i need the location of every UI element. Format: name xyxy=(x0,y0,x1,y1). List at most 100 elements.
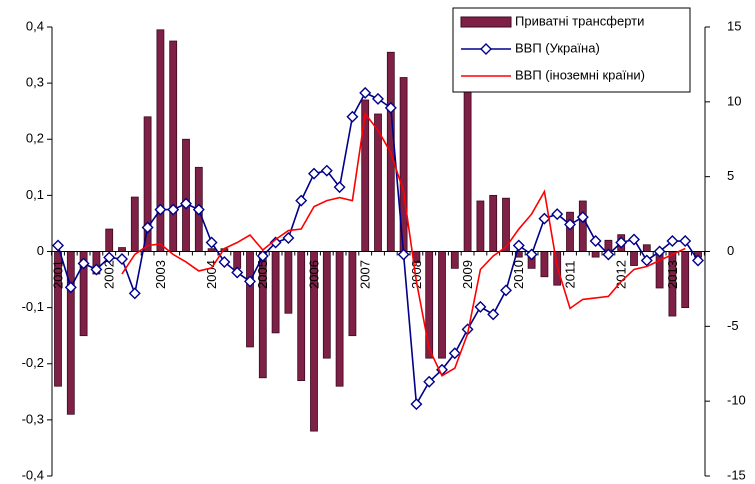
diamond-marker xyxy=(141,221,154,234)
diamond-marker xyxy=(538,212,551,225)
y-tick-label: 0,4 xyxy=(26,18,44,33)
bar xyxy=(233,251,242,269)
bar xyxy=(566,211,574,252)
y2-tick-label: -15 xyxy=(727,467,746,482)
x-tick-label: 2008 xyxy=(409,260,424,289)
diamond-marker xyxy=(90,263,103,276)
x-tick-label: 2011 xyxy=(562,261,577,289)
diamond-marker xyxy=(77,257,90,270)
y2-tick-label: 5 xyxy=(727,168,734,183)
diamond-marker xyxy=(589,235,602,248)
diamond-marker xyxy=(295,194,308,207)
y-tick-label: 0 xyxy=(37,243,44,258)
diamond-marker xyxy=(628,233,640,246)
x-tick-label: 2013 xyxy=(665,260,680,289)
bar xyxy=(130,196,139,252)
y-tick-label: -0,2 xyxy=(22,355,44,370)
legend: Приватні трансферти ВВП (Україна) ВВП (іно… xyxy=(452,7,691,93)
bar xyxy=(66,251,75,415)
diamond-marker xyxy=(615,236,628,249)
diamond-marker xyxy=(384,101,397,114)
diamond-marker xyxy=(602,248,615,261)
x-tick-label: 2010 xyxy=(511,260,526,289)
x-tick-label: 2002 xyxy=(102,260,117,289)
y2-tick-label: 10 xyxy=(727,93,741,108)
bar xyxy=(476,200,485,252)
diamond-marker xyxy=(372,92,384,105)
y2-tick-label: -10 xyxy=(727,393,746,408)
diamond-marker xyxy=(244,275,256,288)
bar xyxy=(463,82,472,252)
diamond-marker xyxy=(256,250,269,262)
bar xyxy=(578,200,587,252)
bar xyxy=(489,194,498,252)
x-tick-label: 2005 xyxy=(255,260,270,289)
y-tick-label: 0,2 xyxy=(26,131,44,146)
diamond-marker xyxy=(423,375,436,388)
bar xyxy=(156,29,165,252)
x-tick-label: 2003 xyxy=(153,260,168,289)
diamond-marker xyxy=(308,167,320,180)
bar xyxy=(182,138,190,252)
bar xyxy=(105,228,114,252)
diamond-marker xyxy=(640,254,653,267)
diamond-marker xyxy=(397,248,410,261)
x-tick-label: 2004 xyxy=(204,260,219,289)
bar xyxy=(591,251,600,258)
legend-label: Приватні трансферти xyxy=(515,13,644,28)
diamond-marker xyxy=(346,110,359,123)
bar xyxy=(642,244,651,252)
diamond-marker xyxy=(679,235,692,248)
diamond-marker xyxy=(512,239,525,252)
x-tick-label: 2001 xyxy=(50,260,65,289)
bar xyxy=(348,251,357,337)
bar xyxy=(335,251,344,387)
diamond-marker xyxy=(410,398,423,411)
diamond-marker xyxy=(116,252,128,265)
legend-label: ВВП (іноземні країни) xyxy=(515,67,645,82)
bar xyxy=(438,251,446,359)
diamond-marker xyxy=(666,235,679,248)
diamond-marker xyxy=(576,211,589,224)
bar xyxy=(540,251,549,278)
diamond-marker xyxy=(564,218,576,231)
diamond-marker xyxy=(231,266,244,279)
diamond-marker xyxy=(180,197,192,210)
line xyxy=(121,111,686,377)
diamond-marker xyxy=(359,86,372,99)
bar xyxy=(284,251,293,314)
diamond-marker xyxy=(333,181,346,194)
diamond-marker xyxy=(448,347,461,360)
diamond-marker xyxy=(64,281,77,294)
x-tick-label: 2007 xyxy=(358,260,373,289)
bar xyxy=(246,251,254,348)
y2-tick-label: -5 xyxy=(727,318,739,333)
x-tick-label: 2009 xyxy=(460,260,475,289)
diamond-marker xyxy=(487,308,500,321)
bar xyxy=(630,251,638,266)
diamond-marker xyxy=(282,232,295,245)
y2-tick-label: 15 xyxy=(727,18,741,33)
y-tick-label: -0,3 xyxy=(22,411,44,426)
bar xyxy=(297,251,306,381)
diamond-marker xyxy=(167,203,180,216)
bar xyxy=(271,251,280,334)
x-tick-label: 2012 xyxy=(614,260,629,289)
x-tick-label: 2006 xyxy=(306,260,321,289)
diamond-marker xyxy=(128,287,141,300)
diamond-marker xyxy=(205,236,218,249)
legend-swatch xyxy=(460,16,512,28)
bar xyxy=(118,247,126,252)
bar xyxy=(425,251,434,359)
diamond-marker xyxy=(551,208,564,221)
diamond-marker xyxy=(474,300,487,313)
diamond-marker xyxy=(653,245,666,258)
y-tick-label: -0,1 xyxy=(22,299,44,314)
y-tick-label: 0,1 xyxy=(26,187,44,202)
legend-marker xyxy=(480,43,492,55)
diamond-marker xyxy=(269,236,282,249)
diamond-marker xyxy=(320,164,333,177)
diamond-marker xyxy=(525,248,538,261)
bar xyxy=(322,251,331,359)
diamond-marker xyxy=(500,284,512,297)
